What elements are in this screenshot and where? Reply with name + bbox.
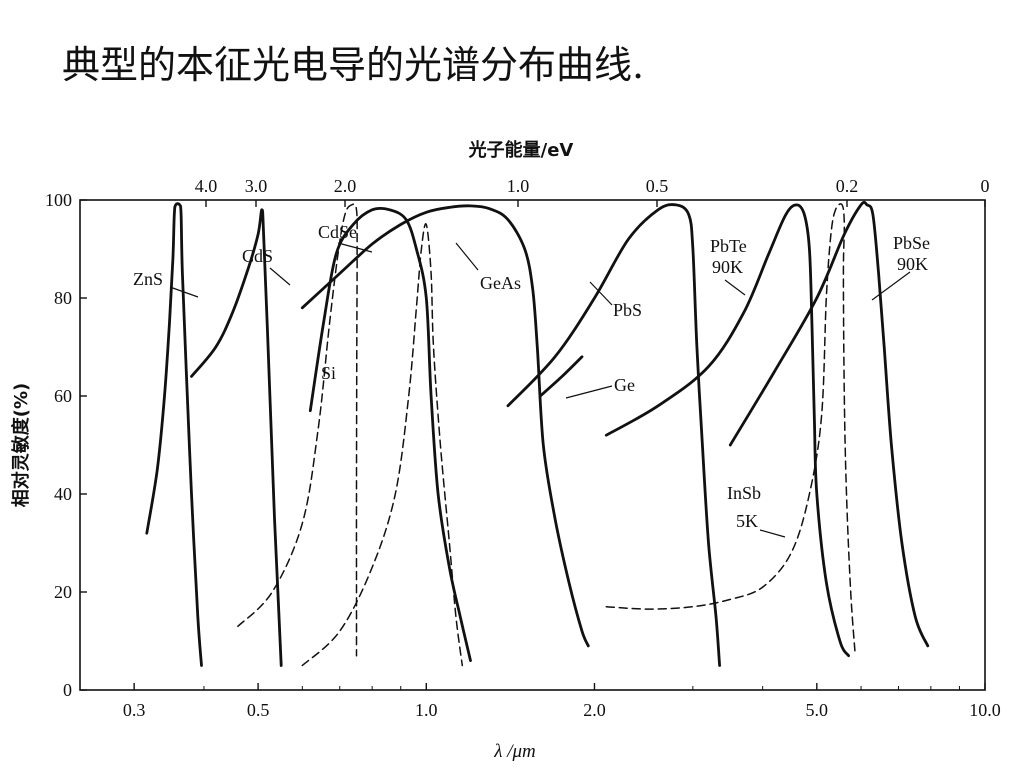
leader-line (589, 281, 613, 306)
top-tick-label: 1.0 (507, 176, 530, 196)
x-tick-label: 2.0 (583, 700, 606, 720)
curve-pbte-90k (604, 203, 850, 658)
top-tick-label: 0 (981, 176, 990, 196)
plot-frame (79, 199, 986, 691)
top-tick-label: 0.2 (836, 176, 859, 196)
slide-title: 典型的本征光电导的光谱分布曲线. (62, 43, 645, 87)
curve-label-cds: CdS (242, 246, 273, 266)
leader-line (169, 286, 199, 298)
y-tick-label: 80 (54, 288, 72, 308)
top-tick-label: 3.0 (245, 176, 268, 196)
curve-cds (190, 208, 283, 667)
top-tick-label: 4.0 (195, 176, 218, 196)
curve-label-pbse: PbSe (893, 233, 930, 253)
y-tick-label: 60 (54, 386, 72, 406)
y-tick-label: 0 (63, 680, 72, 700)
curve-label-5k: 5K (736, 511, 758, 531)
x-axis-label: λ /μm (493, 741, 536, 762)
curve-si (308, 206, 472, 662)
curve-pbse-90k (728, 200, 930, 648)
y-tick-label: 40 (54, 484, 72, 504)
curve-label-pbte: PbTe (710, 236, 747, 256)
curve-label-cdse: CdSe (318, 222, 357, 242)
x-tick-label: 10.0 (969, 700, 1001, 720)
curve-zns (145, 202, 203, 667)
leader-line (565, 385, 613, 399)
curve-geas (301, 223, 464, 667)
y-tick-label: 20 (54, 582, 72, 602)
leader-line (337, 242, 373, 253)
top-tick-label: 0.5 (646, 176, 669, 196)
curve-label-geas: GeAs (480, 273, 521, 293)
leader-line (455, 242, 479, 271)
curve-label-si: Si (321, 363, 336, 383)
curve-ge (538, 355, 584, 398)
x-tick-label: 5.0 (806, 700, 829, 720)
x-tick-label: 1.0 (415, 700, 438, 720)
y-tick-label: 100 (45, 190, 72, 210)
curve-cdse (237, 203, 358, 657)
curve-label-pbs: PbS (613, 300, 642, 320)
top-tick-label: 2.0 (334, 176, 357, 196)
x-tick-label: 0.5 (247, 700, 270, 720)
curve-insb-5k (605, 203, 856, 652)
y-axis-label: 相对灵敏度(%) (10, 383, 32, 508)
curve-label-90k: 90K (712, 257, 743, 277)
curve-pbs (506, 203, 721, 667)
top-axis-label: 光子能量/eV (468, 139, 574, 161)
curve-series-5 (300, 204, 590, 648)
curve-label-90k: 90K (897, 254, 928, 274)
leader-line (269, 267, 291, 286)
leader-line (759, 529, 786, 538)
leader-line (724, 279, 746, 296)
curve-label-insb: InSb (727, 483, 761, 503)
x-tick-label: 0.3 (123, 700, 146, 720)
curve-label-ge: Ge (614, 375, 635, 395)
curve-label-zns: ZnS (133, 269, 163, 289)
leader-line (871, 271, 911, 301)
